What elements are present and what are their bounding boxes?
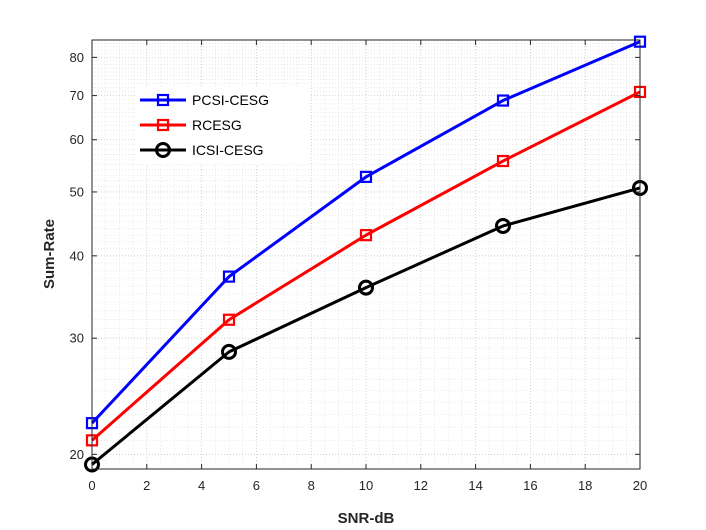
x-tick-label: 8	[308, 478, 315, 493]
x-tick-label: 10	[359, 478, 373, 493]
y-axis-title: Sum-Rate	[41, 219, 58, 289]
data-point-icsi-cesg	[358, 279, 374, 296]
legend-label-rcesg: RCESG	[192, 117, 242, 133]
x-tick-label: 14	[468, 478, 482, 493]
data-point-icsi-cesg	[221, 343, 237, 360]
x-tick-label: 18	[578, 478, 592, 493]
data-point-pcsi-cesg	[359, 170, 373, 183]
x-tick-label: 4	[198, 478, 205, 493]
legend: PCSI-CESG RCESG ICSI-CESG	[136, 86, 310, 164]
series-line-rcesg	[91, 90, 641, 442]
y-tick-label: 30	[70, 331, 84, 346]
y-tick-label: 20	[70, 447, 84, 462]
data-point-pcsi-cesg	[222, 270, 236, 283]
x-axis-title: SNR-dB	[338, 510, 395, 527]
data-point-icsi-cesg	[495, 217, 511, 234]
legend-marker-icsi-cesg	[155, 142, 171, 158]
x-tick-label: 20	[633, 478, 647, 493]
x-tick-label: 12	[414, 478, 428, 493]
legend-label-icsi-cesg: ICSI-CESG	[192, 142, 264, 158]
y-tick-label: 50	[70, 184, 84, 199]
series-line-pcsi-cesg	[90, 40, 641, 425]
legend-marker-pcsi-cesg	[156, 93, 170, 107]
y-tick-label: 70	[70, 88, 84, 103]
axis-ticks	[91, 40, 641, 469]
data-point-rcesg	[222, 313, 236, 326]
data-point-pcsi-cesg	[496, 94, 510, 107]
x-tick-label: 6	[253, 478, 260, 493]
data-point-rcesg	[496, 154, 510, 168]
x-tick-label: 0	[88, 478, 95, 493]
series-line-icsi-cesg	[91, 186, 641, 466]
y-tick-label: 60	[70, 132, 84, 147]
legend-label-pcsi-cesg: PCSI-CESG	[192, 92, 269, 108]
y-tick-label: 40	[70, 248, 84, 263]
legend-marker-rcesg	[156, 118, 170, 132]
minor-grid	[92, 39, 640, 470]
x-tick-label: 2	[143, 478, 150, 493]
series-layer	[84, 35, 648, 473]
axis-tick-labels: 0 2 4 6 8 10 12 14 16 18 20 20 30 40 50 60 70 80	[70, 50, 648, 493]
data-point-rcesg	[359, 229, 373, 242]
x-tick-label: 16	[523, 478, 537, 493]
y-tick-label: 80	[70, 50, 84, 65]
